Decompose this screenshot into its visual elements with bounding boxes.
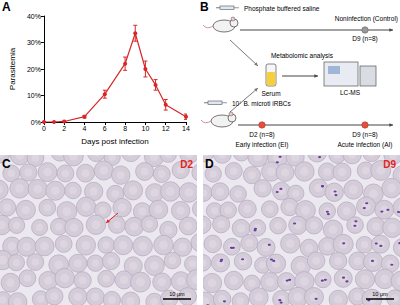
svg-text:LC-MS: LC-MS <box>340 89 361 96</box>
svg-text:Phosphate buffered saline: Phosphate buffered saline <box>244 5 320 13</box>
svg-text:4: 4 <box>83 125 87 132</box>
svg-text:Early infection (EI): Early infection (EI) <box>235 141 288 149</box>
svg-text:D9 (n=8): D9 (n=8) <box>352 35 377 43</box>
svg-text:Serum: Serum <box>261 90 280 97</box>
svg-text:2: 2 <box>62 125 66 132</box>
svg-text:Parasitemia: Parasitemia <box>8 47 17 90</box>
html-text:A: A <box>2 0 11 14</box>
svg-text:Metabolomic analysis: Metabolomic analysis <box>271 52 334 60</box>
svg-text:10⁷ B. microti iRBCs: 10⁷ B. microti iRBCs <box>232 100 291 107</box>
svg-text:B: B <box>200 0 209 14</box>
svg-text:20%: 20% <box>27 66 41 73</box>
svg-text:10 μm: 10 μm <box>372 291 388 297</box>
svg-text:8: 8 <box>123 125 127 132</box>
svg-text:Acute infection (AI): Acute infection (AI) <box>338 141 393 149</box>
svg-text:D2: D2 <box>180 159 193 170</box>
svg-text:Noninfection (Control): Noninfection (Control) <box>335 15 398 23</box>
svg-text:12: 12 <box>162 125 170 132</box>
svg-text:0: 0 <box>42 125 46 132</box>
svg-text:Days post infection: Days post infection <box>81 137 149 146</box>
svg-text:30%: 30% <box>27 39 41 46</box>
svg-text:D9 (n=8): D9 (n=8) <box>352 131 377 139</box>
svg-text:10 μm: 10 μm <box>169 291 185 297</box>
svg-text:D2 (n=8): D2 (n=8) <box>249 131 274 139</box>
svg-text:D9: D9 <box>383 159 396 170</box>
svg-text:6: 6 <box>103 125 107 132</box>
svg-text:D: D <box>205 157 214 171</box>
svg-text:10%: 10% <box>27 92 41 99</box>
svg-text:C: C <box>2 157 11 171</box>
svg-text:0%: 0% <box>31 119 41 126</box>
svg-text:10: 10 <box>142 125 150 132</box>
svg-text:14: 14 <box>182 125 190 132</box>
svg-text:40%: 40% <box>27 13 41 20</box>
